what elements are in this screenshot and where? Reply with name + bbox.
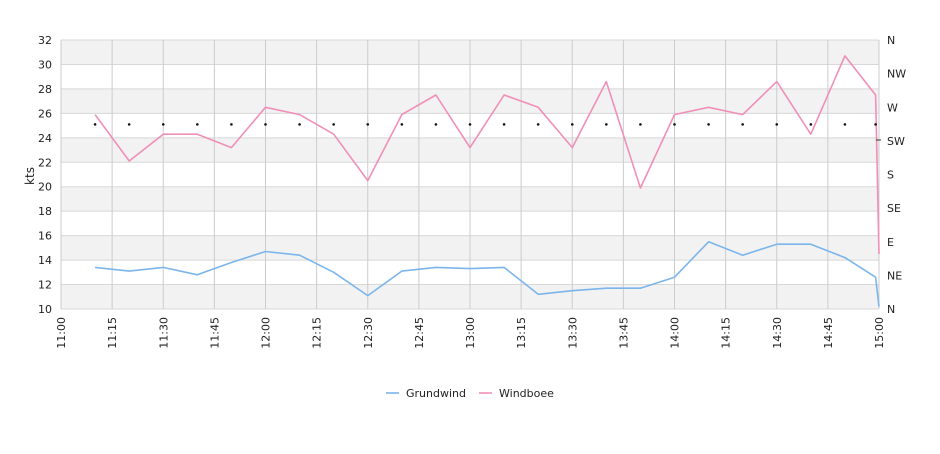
direction-marker [775,123,779,126]
legend-item-grundwind[interactable]: Grundwind [386,387,466,400]
y-tick-label: 28 [38,83,52,96]
direction-marker [468,123,472,126]
x-tick-label: 14:00 [669,317,682,349]
direction-marker [434,123,438,126]
direction-marker [809,123,813,126]
x-tick-label: 11:45 [208,317,221,349]
direction-marker [536,123,540,126]
direction-marker [874,123,877,126]
y-tick-label: 26 [38,107,52,120]
legend-label: Grundwind [406,387,466,400]
direction-marker [707,123,710,126]
direction-tick-label: NW [887,68,906,81]
direction-marker [605,123,608,126]
direction-tick-label: NE [887,269,902,282]
right-axis-direction-ticks: N NE E SE S SW W NW N [887,34,906,316]
x-tick-label: 12:00 [260,317,273,349]
direction-tick-label: SW [887,135,905,148]
direction-marker [366,123,370,126]
y-tick-label: 20 [38,181,52,194]
x-tick-label: 11:00 [55,317,68,349]
y-tick-label: 10 [38,303,52,316]
direction-marker [502,123,506,126]
x-tick-label: 12:15 [311,317,324,349]
direction-marker [673,123,676,126]
direction-tick-label: E [887,236,894,249]
x-tick-label: 14:30 [771,317,784,349]
direction-markers [93,123,881,141]
x-tick-label: 12:30 [362,317,375,349]
x-tick-label: 13:30 [566,317,579,349]
direction-marker [127,123,131,126]
x-tick-label: 15:00 [873,317,886,349]
x-tick-label: 12:45 [413,317,426,349]
direction-marker [570,123,574,126]
direction-marker [161,123,165,126]
x-axis-ticks: 11:00 11:15 11:30 11:45 12:00 12:15 12:30 12:45… [55,317,886,349]
x-tick-label: 13:15 [515,317,528,349]
x-tick-label: 14:15 [720,317,733,349]
y-tick-label: 24 [38,132,52,145]
series-line-grundwind [95,241,880,307]
y-tick-label: 16 [38,230,52,243]
y-tick-label: 12 [38,279,52,292]
y-tick-label: 22 [38,156,52,169]
direction-marker [230,123,233,126]
series-lines [94,55,880,307]
direction-marker [843,123,847,126]
direction-marker [639,123,642,126]
x-tick-label: 13:00 [464,317,477,349]
y-tick-label: 30 [38,58,52,71]
y-axis-ticks: 10 12 14 16 18 20 22 24 26 28 30 32 [38,34,52,316]
x-tick-label: 13:45 [617,317,630,349]
direction-tick-label: SE [887,202,901,215]
direction-marker [741,123,744,126]
legend-label: Windboee [499,387,554,400]
direction-tick-label: S [887,169,894,182]
direction-marker [332,123,335,126]
direction-tick-label: W [887,101,898,114]
direction-marker [298,123,301,126]
direction-tick-label: N [887,34,895,47]
vertical-gridlines [60,40,880,309]
legend-item-windboee[interactable]: Windboee [479,387,554,400]
legend[interactable]: Grundwind Windboee [386,387,554,400]
y-tick-label: 32 [38,34,52,47]
y-tick-label: 14 [38,254,52,267]
y-tick-label: 18 [38,205,52,218]
direction-tick-label: N [887,303,895,316]
x-tick-label: 14:45 [822,317,835,349]
direction-marker [196,123,199,126]
direction-marker [93,123,97,126]
x-tick-label: 11:30 [157,317,170,349]
series-line-windboee [94,55,880,255]
direction-marker [400,123,404,126]
direction-marker [264,123,267,126]
y-axis-label: kts [23,167,37,185]
x-tick-label: 11:15 [106,317,119,349]
